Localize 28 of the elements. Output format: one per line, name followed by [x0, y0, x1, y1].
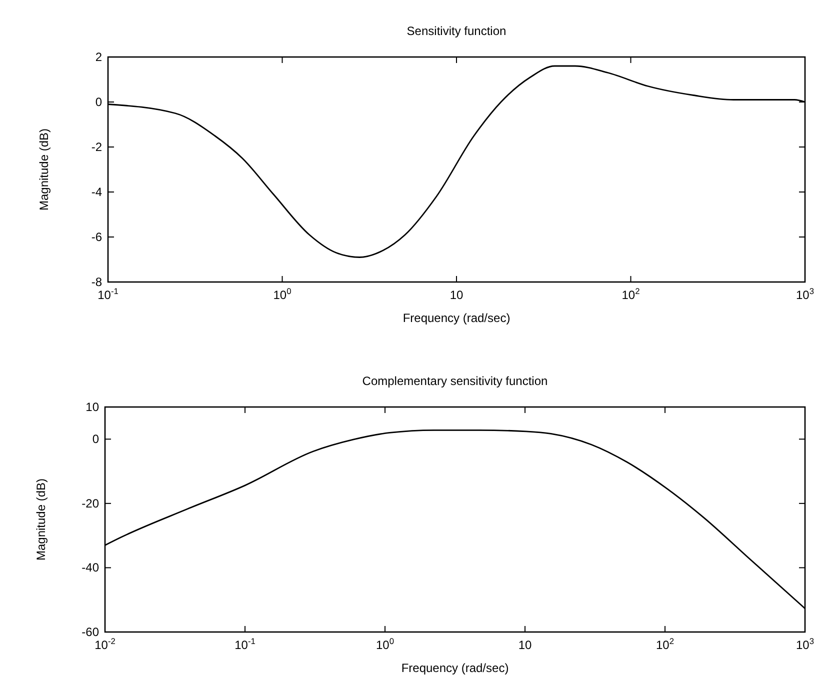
x-tick-label: 10$^{0}$	[376, 636, 394, 652]
x-tick-label: 10$^{-1}$	[98, 286, 119, 302]
x-tick-label: 10$^{3}$	[796, 286, 814, 302]
x-tick-label: 10	[450, 288, 464, 302]
y-tick-label: 0	[92, 432, 100, 446]
chart-title: Complementary sensitivity function	[362, 374, 548, 388]
x-tick-label: 10	[518, 638, 532, 652]
y-tick-label: -2	[91, 140, 102, 154]
chart-title: Sensitivity function	[406, 24, 506, 38]
x-axis-title: Frequency (rad/sec)	[401, 661, 509, 675]
y-tick-label: -6	[91, 230, 102, 244]
y-tick-label: -40	[82, 560, 100, 575]
y-tick-label: 0	[95, 95, 102, 109]
x-tick-label: 10$^{2}$	[622, 286, 640, 302]
x-tick-label: 10$^{-1}$	[234, 636, 256, 652]
y-axis-title: Magnitude (dB)	[34, 478, 48, 561]
x-tick-label: 10$^{-2}$	[94, 636, 116, 652]
y-tick-label: -60	[82, 625, 100, 639]
y-axis-title: Magnitude (dB)	[37, 128, 51, 211]
y-tick-label: -8	[91, 275, 102, 289]
x-axis-title: Frequency (rad/sec)	[402, 311, 510, 325]
x-tick-label: 10$^{0}$	[273, 286, 292, 302]
y-tick-label: 10	[86, 400, 100, 414]
x-tick-label: 10$^{2}$	[656, 636, 674, 652]
x-tick-label: 10$^{3}$	[796, 636, 814, 652]
y-tick-label: -4	[91, 185, 102, 199]
y-tick-label: -20	[82, 496, 100, 510]
y-tick-label: 2	[95, 50, 102, 64]
